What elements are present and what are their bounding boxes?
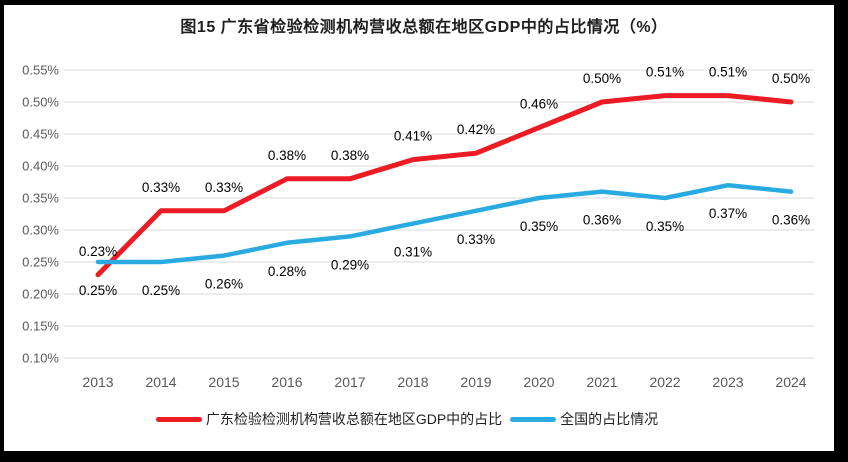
chart-title: 图15 广东省检验检测机构营收总额在地区GDP中的占比情况（%）	[180, 19, 668, 36]
legend-item-guangdong: 广东检验检测机构营收总额在地区GDP中的占比	[155, 409, 503, 429]
x-axis-tick-label: 2014	[145, 374, 176, 390]
data-label: 0.33%	[205, 180, 243, 195]
data-label: 0.31%	[394, 245, 432, 260]
data-label: 0.26%	[205, 277, 243, 292]
data-label: 0.38%	[268, 148, 306, 163]
series-national-line	[95, 182, 794, 265]
legend-item-national: 全国的占比情况	[510, 409, 658, 429]
y-axis-tick-label: 0.55%	[22, 63, 59, 78]
data-label: 0.28%	[268, 264, 306, 279]
y-axis-tick-label: 0.15%	[22, 319, 59, 334]
data-label: 0.36%	[772, 213, 810, 228]
data-label: 0.41%	[394, 129, 432, 144]
x-axis-tick-label: 2024	[775, 374, 806, 390]
data-label: 0.36%	[583, 213, 621, 228]
x-axis-tick-label: 2022	[649, 374, 680, 390]
x-axis-tick-label: 2015	[208, 374, 239, 390]
data-label: 0.33%	[142, 180, 180, 195]
legend: 广东检验检测机构营收总额在地区GDP中的占比 全国的占比情况	[0, 409, 831, 429]
legend-label-guangdong: 广东检验检测机构营收总额在地区GDP中的占比	[205, 411, 503, 427]
data-label: 0.29%	[331, 257, 369, 272]
series-guangdong-line	[95, 93, 794, 278]
y-axis-tick-label: 0.45%	[22, 127, 59, 142]
x-axis-tick-label: 2020	[523, 374, 554, 390]
data-label: 0.46%	[520, 97, 558, 112]
x-axis-tick-label: 2017	[334, 374, 365, 390]
data-label: 0.50%	[583, 71, 621, 86]
x-axis-tick-label: 2016	[271, 374, 302, 390]
data-label: 0.25%	[79, 283, 117, 298]
data-label: 0.42%	[457, 122, 495, 137]
y-axis-tick-label: 0.30%	[22, 223, 59, 238]
data-label: 0.23%	[79, 244, 117, 259]
x-axis-tick-label: 2013	[82, 374, 113, 390]
data-label: 0.35%	[520, 219, 558, 234]
data-label: 0.33%	[457, 232, 495, 247]
x-axis-tick-label: 2021	[586, 374, 617, 390]
x-axis-tick-label: 2023	[712, 374, 743, 390]
data-label: 0.51%	[646, 65, 684, 80]
data-label: 0.35%	[646, 219, 684, 234]
legend-label-national: 全国的占比情况	[560, 411, 659, 427]
y-axis-tick-label: 0.20%	[22, 287, 59, 302]
y-axis-tick-label: 0.40%	[22, 159, 59, 174]
legend-swatch-guangdong	[155, 416, 202, 422]
data-label: 0.37%	[709, 206, 747, 221]
y-axis-tick-label: 0.25%	[22, 255, 59, 270]
data-label: 0.51%	[709, 65, 747, 80]
x-axis-tick-label: 2019	[460, 374, 491, 390]
data-label: 0.25%	[142, 283, 180, 298]
x-axis-tick-label: 2018	[397, 374, 428, 390]
y-axis-tick-label: 0.35%	[22, 191, 59, 206]
data-label: 0.50%	[772, 71, 810, 86]
legend-swatch-national	[510, 416, 557, 422]
y-axis-tick-label: 0.50%	[22, 95, 59, 110]
data-label: 0.38%	[331, 148, 369, 163]
y-axis-tick-label: 0.10%	[22, 351, 59, 366]
